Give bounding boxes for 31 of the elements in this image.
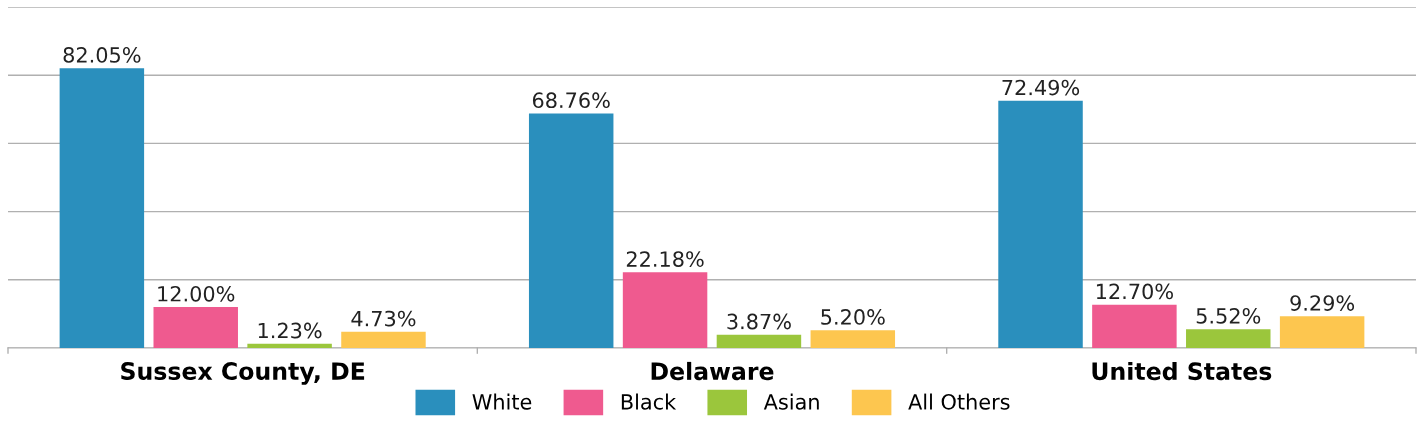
bar bbox=[998, 100, 1083, 348]
legend-label: Asian bbox=[763, 393, 819, 410]
legend-label: All Others bbox=[908, 393, 1010, 410]
x-tick-label: United States bbox=[1092, 361, 1272, 381]
data-label: 9.29% bbox=[1290, 295, 1355, 311]
bar bbox=[716, 334, 802, 348]
legend-label: Black bbox=[621, 393, 677, 410]
bar bbox=[528, 113, 614, 348]
bar bbox=[247, 343, 332, 348]
bar bbox=[153, 307, 238, 348]
bar bbox=[59, 68, 145, 348]
bar bbox=[622, 272, 708, 348]
bar bbox=[341, 331, 426, 348]
data-label: 12.00% bbox=[158, 285, 235, 302]
data-label: 1.23% bbox=[258, 322, 322, 339]
bar bbox=[1186, 329, 1271, 348]
data-label: 5.52% bbox=[1196, 307, 1261, 324]
bar bbox=[810, 330, 896, 348]
data-label: 82.05% bbox=[63, 47, 141, 63]
x-tick-label: Sussex County, DE bbox=[121, 362, 365, 385]
data-label: 3.87% bbox=[727, 313, 791, 330]
bar bbox=[1279, 316, 1365, 348]
data-label: 5.20% bbox=[821, 309, 885, 325]
legend-label: White bbox=[472, 393, 532, 410]
bar bbox=[1092, 304, 1177, 348]
data-label: 68.76% bbox=[532, 92, 610, 109]
data-label: 72.49% bbox=[1002, 79, 1080, 96]
data-label: 22.18% bbox=[626, 251, 704, 267]
data-label: 4.73% bbox=[351, 310, 416, 327]
data-label: 12.70% bbox=[1096, 283, 1173, 300]
x-tick-label: Delaware bbox=[651, 361, 774, 381]
